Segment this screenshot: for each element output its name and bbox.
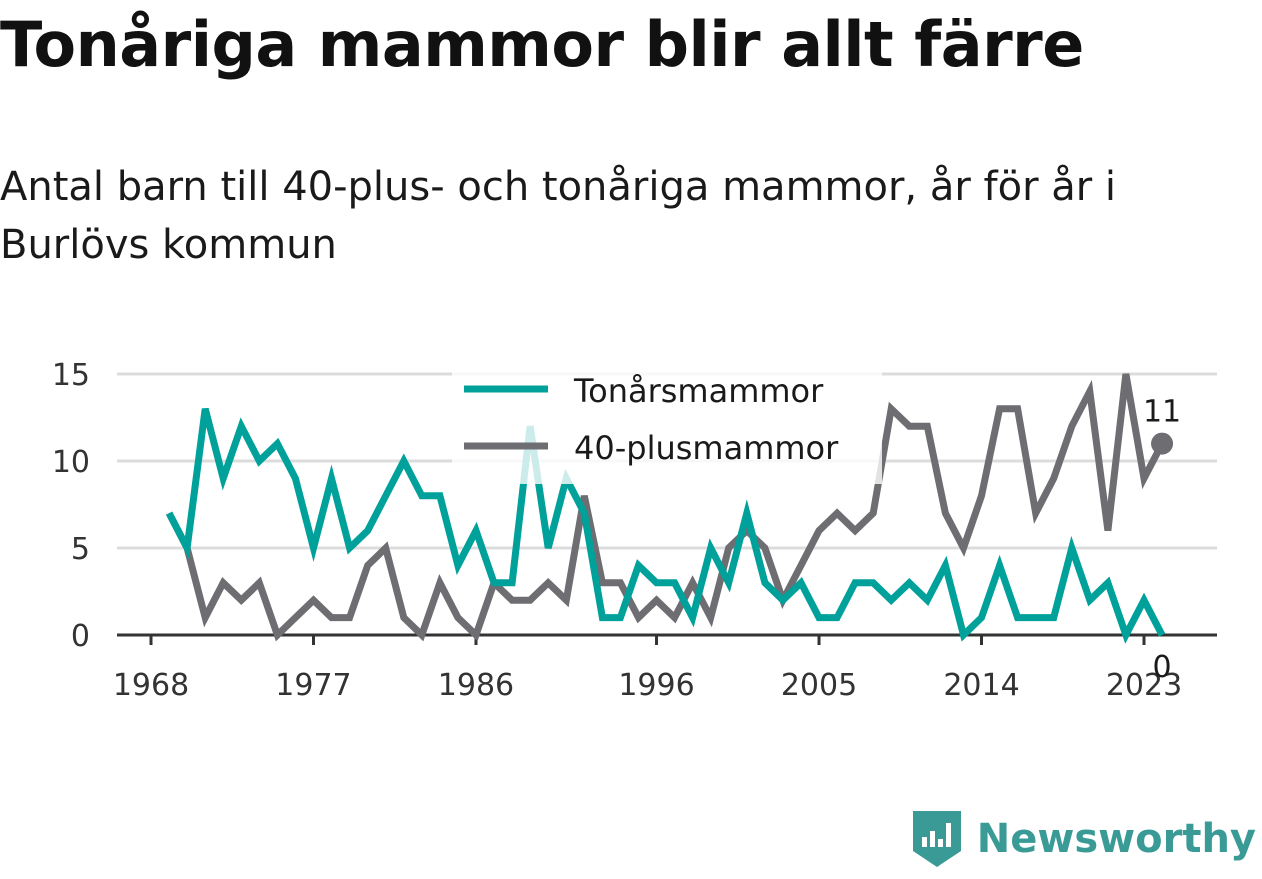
x-tick-label: 1977 xyxy=(275,668,351,703)
y-tick-label: 10 xyxy=(52,445,90,480)
end-labels: 11 0 xyxy=(1143,395,1181,685)
brand-name: Newsworthy xyxy=(976,816,1256,862)
x-tick-label: 1986 xyxy=(438,668,514,703)
x-tick-label: 2014 xyxy=(943,668,1019,703)
y-tick-label: 15 xyxy=(52,358,90,393)
end-point-40-plus-mothers xyxy=(1151,432,1174,455)
end-label-40-plus-mothers: 11 xyxy=(1143,395,1181,430)
series-lines xyxy=(165,373,1166,644)
legend-label-40-plus-mothers: 40-plusmammor xyxy=(574,429,839,467)
chart-subtitle: Antal barn till 40-plus- och tonåriga ma… xyxy=(0,164,1117,268)
x-tick-label: 1996 xyxy=(618,668,694,703)
x-axis-ticks: 1968 1977 1986 1996 2005 2014 2023 xyxy=(113,635,1182,703)
end-label-teenage-mothers: 0 xyxy=(1153,650,1172,685)
series-line-40-plus-mothers xyxy=(165,373,1166,642)
y-tick-label: 0 xyxy=(71,619,90,654)
x-tick-label: 2023 xyxy=(1106,668,1182,703)
y-tick-label: 5 xyxy=(71,532,90,567)
legend: Tonårsmammor 40-plusmammor xyxy=(452,372,882,484)
x-tick-label: 1968 xyxy=(113,668,189,703)
x-tick-label: 2005 xyxy=(781,668,857,703)
brand: Newsworthy xyxy=(911,809,1256,869)
legend-label-teenage-mothers: Tonårsmammor xyxy=(573,372,824,410)
series-line-teenage-mothers xyxy=(165,407,1166,644)
y-axis-ticks: 0 5 10 15 xyxy=(52,358,90,654)
chart-title: Tonåriga mammor blir allt färre xyxy=(0,8,1084,81)
newsworthy-logo-icon xyxy=(912,811,961,867)
